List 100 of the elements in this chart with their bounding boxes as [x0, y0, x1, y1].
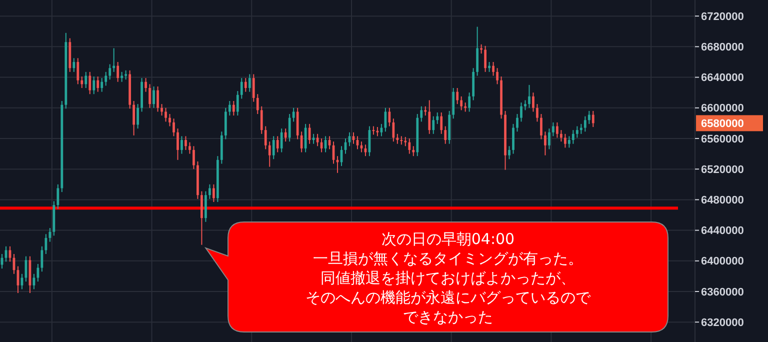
- candlestick: [180, 136, 183, 154]
- candlestick: [544, 131, 546, 156]
- candlestick: [420, 106, 423, 122]
- y-tick-label: 6720000: [701, 10, 744, 23]
- candlestick: [568, 136, 570, 148]
- candlestick: [172, 118, 175, 137]
- candlestick: [492, 61, 494, 76]
- candlestick: [36, 263, 40, 282]
- candlestick: [48, 228, 52, 242]
- y-tick-label: 6600000: [701, 102, 744, 115]
- candlestick: [44, 234, 48, 255]
- candlestick: [208, 184, 211, 200]
- candlestick: [108, 64, 112, 80]
- candlestick: [488, 61, 490, 72]
- candlestick: [584, 116, 586, 132]
- candlestick: [412, 146, 415, 157]
- candlestick: [104, 71, 108, 86]
- candlestick: [244, 78, 247, 92]
- candlestick: [524, 100, 526, 111]
- candlestick: [508, 146, 510, 160]
- candlestick: [264, 126, 267, 150]
- candlestick: [276, 136, 279, 153]
- candlestick: [40, 246, 44, 272]
- candlestick: [284, 128, 287, 142]
- candlestick: [496, 68, 498, 85]
- candlestick: [540, 114, 542, 140]
- candlestick: [88, 71, 92, 95]
- candlestick: [308, 123, 311, 144]
- candlestick: [212, 184, 215, 202]
- candlestick: [520, 102, 522, 122]
- candlestick: [160, 104, 163, 116]
- candlestick: [168, 114, 171, 127]
- candlestick: [396, 133, 399, 144]
- candlestick: [120, 71, 124, 82]
- candlestick: [164, 107, 167, 122]
- y-tick-label: 6480000: [701, 194, 744, 207]
- candlestick: [592, 110, 594, 128]
- y-tick-label: 6680000: [701, 42, 744, 54]
- candlestick: [432, 116, 435, 134]
- candlestick: [556, 122, 558, 138]
- y-tick-label: 6560000: [701, 133, 744, 146]
- candlestick: [548, 128, 550, 150]
- y-tick-label: 6320000: [701, 316, 744, 329]
- candlestick: [512, 123, 514, 154]
- candlestick: [528, 84, 530, 108]
- candlestick: [272, 136, 275, 160]
- candlestick: [148, 84, 151, 108]
- candlestick: [304, 123, 307, 153]
- candlestick: [388, 107, 391, 127]
- candlestick: [260, 106, 263, 134]
- candlestick: [572, 130, 574, 144]
- candlestick: [576, 126, 578, 138]
- annotation: 次の日の早朝04:00一旦損が無くなるタイミングが有った。同値撤退を掛けておけばよかったが、そのへんの機能が永遠にバグっているのでできなかった: [306, 230, 592, 326]
- candlestick: [516, 114, 518, 132]
- candlestick: [280, 128, 283, 153]
- candlestick: [192, 146, 195, 170]
- candlestick: [176, 128, 179, 160]
- candlestick: [236, 90, 239, 116]
- y-tick-label: 6360000: [701, 286, 744, 298]
- candlestick: [240, 78, 243, 100]
- candlestick: [588, 110, 590, 124]
- candlestick: [228, 100, 231, 116]
- candlestick: [560, 130, 562, 142]
- candlestick: [580, 123, 582, 134]
- candlestick: [564, 133, 566, 148]
- candlestick: [256, 94, 259, 114]
- y-tick-label: 6400000: [701, 256, 744, 268]
- candlestick: [100, 78, 104, 92]
- candlestick: [136, 104, 139, 130]
- candlestick: [72, 58, 76, 72]
- candlestick: [232, 100, 235, 116]
- candlestick: [392, 118, 395, 142]
- candlestick: [248, 74, 251, 92]
- candlestick: [440, 112, 443, 134]
- candlestick: [300, 131, 303, 153]
- candlestick: [460, 96, 463, 111]
- candlestick: [424, 106, 427, 116]
- candlestick: [124, 70, 128, 80]
- candlestick: [188, 142, 191, 154]
- candlestick: [288, 114, 291, 142]
- candlestick: [224, 107, 227, 140]
- candlestick: [152, 86, 155, 108]
- candlestick: [96, 76, 100, 92]
- candlestick: [92, 76, 96, 95]
- candlestick: [480, 44, 483, 54]
- candlestick: [552, 122, 554, 137]
- candlestick: [56, 184, 60, 210]
- candlestick: [428, 100, 431, 134]
- candlestick: [444, 126, 447, 144]
- candlestick: [84, 71, 88, 88]
- candlestick: [144, 78, 147, 92]
- candlestick: [184, 136, 187, 150]
- candlestick: [456, 87, 459, 105]
- candlestick: [536, 104, 538, 122]
- candlestick: [436, 112, 439, 124]
- candlestick: [204, 190, 207, 222]
- y-tick-label: 6640000: [701, 72, 744, 84]
- candlestick: [452, 87, 455, 120]
- candlestick: [384, 107, 387, 132]
- candlestick: [408, 138, 411, 154]
